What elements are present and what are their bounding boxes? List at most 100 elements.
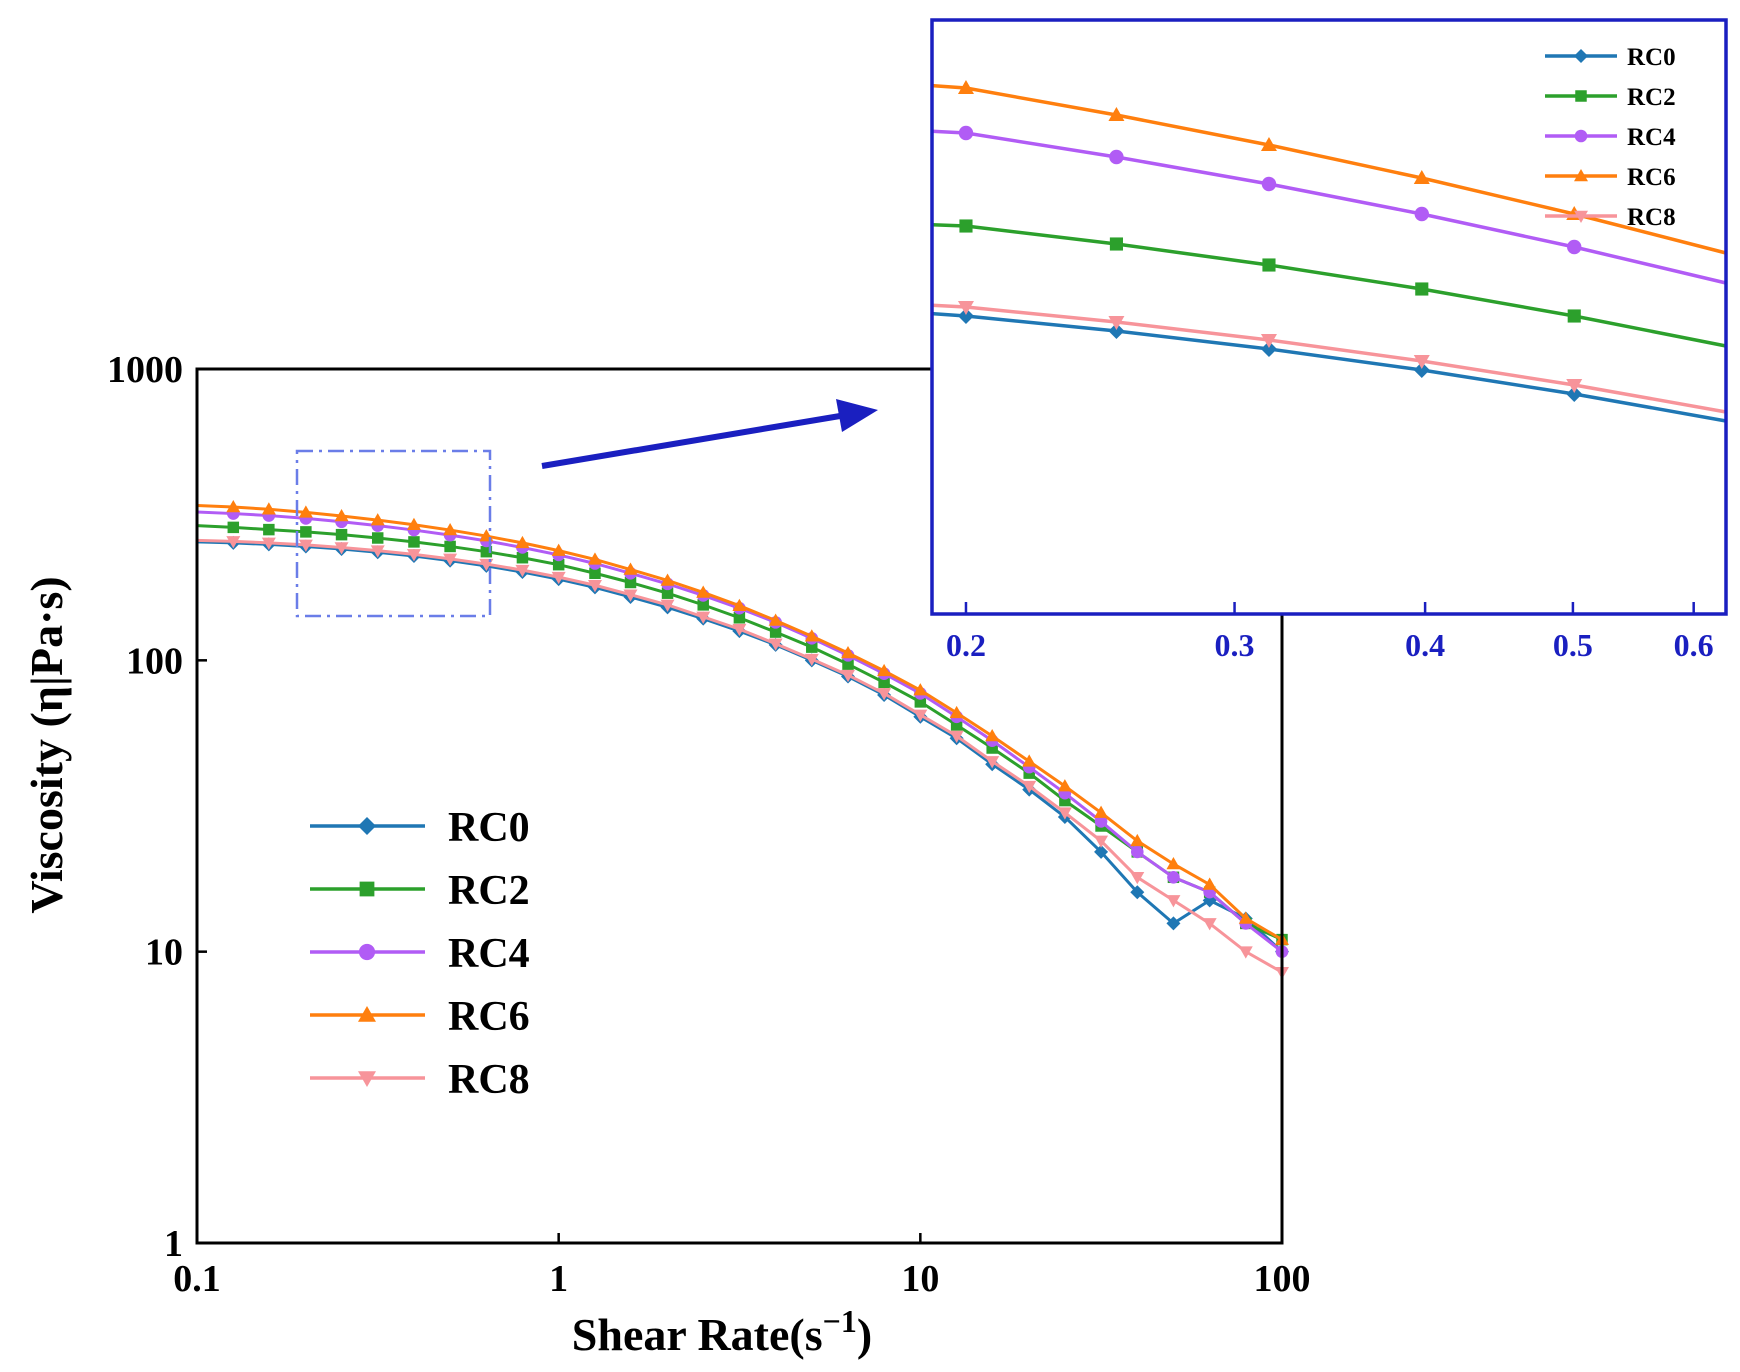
legend-item-rc6: RC6 — [310, 994, 530, 1040]
data-point — [370, 545, 385, 558]
legend-marker — [358, 1071, 376, 1087]
data-point — [985, 756, 1000, 769]
legend-item-rc2: RC2 — [310, 868, 530, 914]
data-point — [1094, 805, 1109, 818]
data-point — [371, 532, 384, 544]
data-point — [227, 521, 240, 534]
x-tick-label: 0.1 — [173, 1258, 221, 1300]
data-point — [950, 719, 963, 731]
data-point — [1238, 946, 1253, 959]
data-point — [1130, 833, 1145, 847]
inset-data-point — [1261, 176, 1277, 192]
inset-legend-marker — [1574, 49, 1588, 63]
data-point — [877, 663, 892, 677]
inset-data-point — [957, 80, 974, 94]
data-point — [1094, 815, 1108, 828]
data-point — [1059, 794, 1071, 807]
data-point — [1130, 872, 1145, 885]
zoom-arrow — [541, 399, 878, 469]
main-series-group — [196, 499, 1289, 980]
inset-series-rc4 — [931, 125, 1727, 285]
data-point — [696, 585, 711, 598]
main-legend: RC0 RC2 RC4 RC6 RC8 — [310, 805, 530, 1103]
data-point — [408, 536, 420, 548]
data-point — [624, 576, 637, 589]
data-point — [878, 676, 890, 689]
data-point — [660, 573, 675, 586]
data-point — [551, 571, 566, 585]
data-point — [1057, 807, 1072, 820]
data-point — [300, 526, 312, 538]
data-point — [226, 536, 241, 549]
inset-x-tick-label: 0.2 — [946, 627, 986, 663]
inset-data-point — [1566, 386, 1583, 402]
inset-data-point — [1109, 149, 1124, 165]
x-tick-label: 10 — [901, 1258, 939, 1300]
data-point — [1094, 844, 1109, 859]
inset-data-point — [957, 301, 974, 315]
inset-data-point — [1566, 379, 1583, 393]
legend-label: RC8 — [448, 1057, 530, 1103]
data-point — [406, 549, 421, 562]
data-point — [623, 562, 638, 575]
x-tick-label: 100 — [1254, 1258, 1311, 1300]
inset-series-rc0 — [931, 308, 1727, 423]
data-point — [913, 683, 928, 696]
data-point — [298, 505, 313, 518]
data-point — [551, 543, 566, 556]
data-point — [589, 567, 601, 580]
inset-legend-item-rc0: RC0 — [1545, 44, 1676, 71]
data-point — [261, 502, 276, 515]
inset-series-rc6 — [931, 80, 1727, 255]
data-point — [226, 499, 241, 513]
inset-legend-item-rc2: RC2 — [1545, 84, 1676, 111]
inset-legend-item-rc6: RC6 — [1545, 164, 1676, 191]
y-tick-label: 1 — [164, 1223, 183, 1265]
inset-legend-label: RC4 — [1627, 124, 1676, 151]
data-point — [552, 558, 565, 571]
y-tick-label: 100 — [126, 640, 183, 682]
inset-legend-label: RC6 — [1627, 164, 1676, 191]
data-point — [1167, 870, 1180, 884]
data-point — [1022, 780, 1037, 794]
inset-frame — [930, 18, 1728, 616]
inset-axis-ticks: 0.2 0.3 0.4 0.5 0.6 — [946, 602, 1714, 663]
data-point — [804, 629, 819, 642]
inset-data-point — [1413, 362, 1430, 378]
inset-data-point — [1567, 309, 1581, 323]
inset-x-tick-label: 0.4 — [1405, 627, 1445, 663]
data-point — [806, 641, 818, 653]
data-point — [443, 553, 458, 566]
data-point — [1130, 845, 1144, 859]
legend-label: RC6 — [448, 994, 530, 1040]
inset-legend-label: RC2 — [1627, 84, 1676, 111]
data-point — [985, 728, 1000, 742]
data-point — [334, 508, 349, 522]
data-point — [949, 730, 964, 743]
inset-data-point — [1415, 282, 1429, 296]
inset-legend-marker — [1574, 129, 1588, 143]
y-axis-title: Viscosity (η|Pa·s) — [21, 576, 72, 913]
legend-marker — [358, 817, 376, 835]
data-point — [732, 623, 747, 637]
data-point — [913, 709, 928, 722]
legend-item-rc0: RC0 — [310, 805, 530, 851]
inset-data-point — [1108, 107, 1125, 121]
data-point — [1130, 885, 1145, 900]
legend-item-rc4: RC4 — [310, 931, 530, 977]
data-point — [1166, 916, 1181, 931]
data-point — [696, 611, 711, 624]
inset-legend-item-rc8: RC8 — [1545, 204, 1676, 231]
inset-legend-marker — [1574, 169, 1588, 182]
data-point — [1202, 918, 1217, 931]
main-plot-frame — [195, 367, 1284, 1245]
inset-legend-item-rc4: RC4 — [1545, 124, 1676, 151]
legend-label: RC0 — [448, 805, 530, 851]
data-point — [697, 599, 709, 611]
data-point — [1057, 779, 1072, 792]
data-point — [842, 658, 854, 670]
inset-series-group — [931, 80, 1727, 423]
data-point — [587, 552, 602, 565]
